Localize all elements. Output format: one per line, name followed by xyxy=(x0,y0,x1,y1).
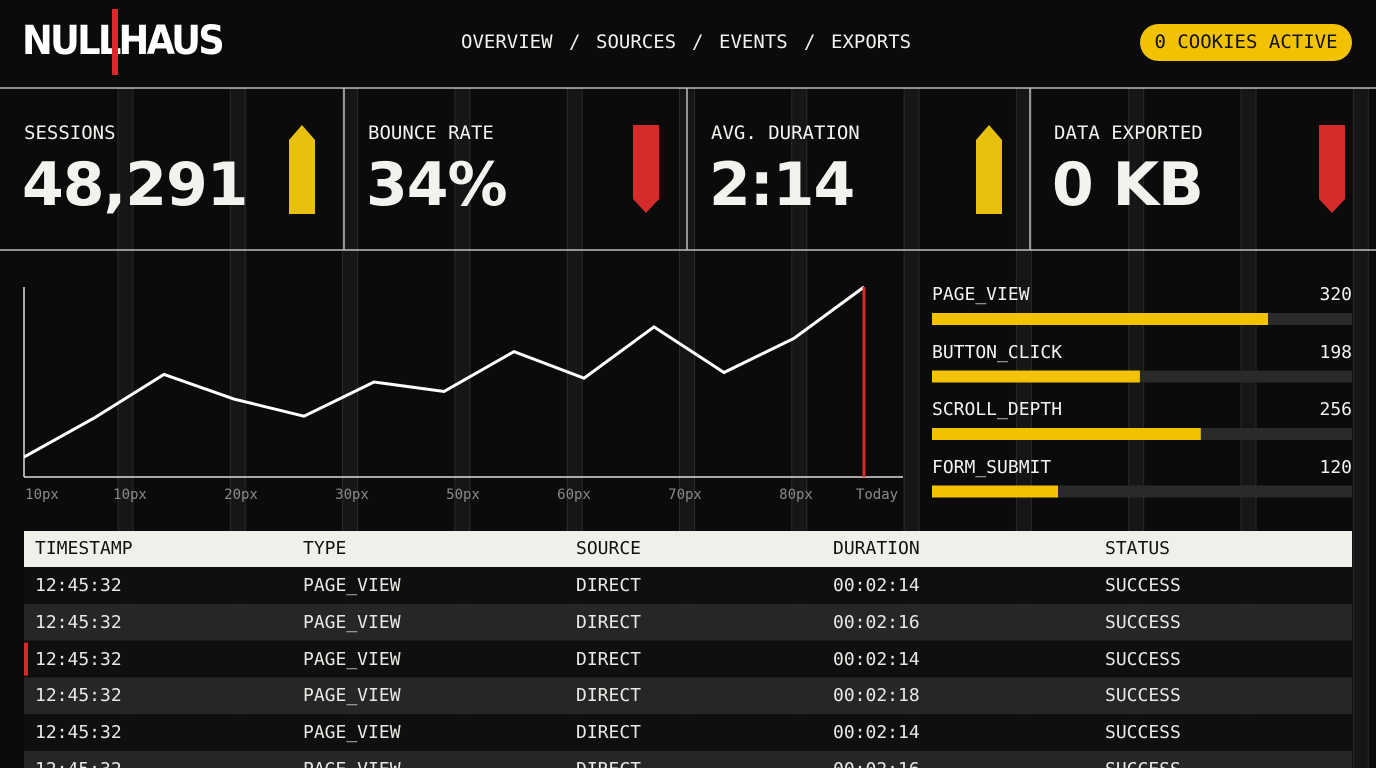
table-cell: PAGE_VIEW xyxy=(303,648,401,670)
kpi-value: 0 KB xyxy=(1052,150,1204,220)
table-cell: 00:02:16 xyxy=(833,759,920,768)
table-cell: SUCCESS xyxy=(1105,611,1181,633)
table-cell: 00:02:14 xyxy=(833,575,920,596)
kpi-value: 2:14 xyxy=(709,150,855,220)
x-tick-label: 60px xyxy=(557,487,591,503)
table-row xyxy=(24,714,1352,751)
bar xyxy=(932,370,1140,383)
trend-arrow xyxy=(633,125,659,213)
x-tick-label: Today xyxy=(856,487,898,503)
cookie-badge[interactable]: 0 COOKIES ACTIVE xyxy=(1140,24,1352,61)
table-cell: SUCCESS xyxy=(1105,648,1181,670)
table-cell: SUCCESS xyxy=(1105,759,1181,768)
table-cell: 12:45:32 xyxy=(35,575,122,596)
table-cell: 12:45:32 xyxy=(35,648,122,670)
nav-link[interactable]: SOURCES xyxy=(596,31,677,53)
x-tick-label: 10px xyxy=(25,487,59,503)
table-row xyxy=(24,751,1352,768)
table-row xyxy=(24,640,1352,678)
event-count: 198 xyxy=(1319,341,1352,363)
table-cell: PAGE_VIEW xyxy=(303,611,401,633)
table-header: SOURCE xyxy=(576,538,642,559)
trend-arrow xyxy=(289,125,315,214)
table-cell: SUCCESS xyxy=(1105,575,1181,596)
table-cell: 12:45:32 xyxy=(35,722,122,744)
event-label: PAGE_VIEW xyxy=(932,284,1030,305)
table-cell: PAGE_VIEW xyxy=(303,685,401,707)
logo-bar xyxy=(112,9,118,75)
x-tick-label: 20px xyxy=(224,487,258,503)
table-cell: SUCCESS xyxy=(1105,685,1181,707)
bar xyxy=(932,313,1268,325)
kpi-label: SESSIONS xyxy=(24,122,116,144)
table-cell: DIRECT xyxy=(576,685,642,707)
event-count: 320 xyxy=(1319,284,1352,305)
table-header-bg xyxy=(24,531,1352,567)
x-tick-label: 10px xyxy=(113,487,147,503)
stripe xyxy=(1353,88,1369,768)
table-header: TYPE xyxy=(303,538,347,559)
table-cell: 12:45:32 xyxy=(35,759,122,768)
line-series xyxy=(23,285,865,459)
bar xyxy=(932,428,1201,440)
table-cell: DIRECT xyxy=(576,575,642,596)
logo: NULLHAUS xyxy=(22,18,225,64)
table-cell: 00:02:18 xyxy=(833,685,920,707)
kpi-value: 34% xyxy=(366,150,508,220)
x-tick-label: 50px xyxy=(446,487,480,503)
event-label: BUTTON_CLICK xyxy=(932,341,1063,363)
table-row xyxy=(24,603,1352,641)
table-header: STATUS xyxy=(1105,538,1171,559)
table-cell: DIRECT xyxy=(576,722,642,744)
table-header: TIMESTAMP xyxy=(35,538,133,559)
nav-link[interactable]: OVERVIEW xyxy=(461,31,553,53)
trend-arrow xyxy=(976,125,1002,214)
x-tick-label: 80px xyxy=(779,487,813,503)
nav-link[interactable]: EXPORTS xyxy=(831,31,912,53)
nav-link[interactable]: EVENTS xyxy=(719,31,788,53)
nav-separator: / xyxy=(804,31,816,53)
table-cell: PAGE_VIEW xyxy=(303,575,401,596)
bar xyxy=(932,485,1058,498)
event-label: FORM_SUBMIT xyxy=(932,456,1052,478)
event-count: 256 xyxy=(1319,399,1352,420)
table-cell: PAGE_VIEW xyxy=(303,759,401,768)
kpi-label: AVG. DURATION xyxy=(711,122,860,144)
x-tick-label: 70px xyxy=(668,487,702,503)
table-cell: 00:02:16 xyxy=(833,611,920,633)
table-cell: PAGE_VIEW xyxy=(303,722,401,744)
table-cell: SUCCESS xyxy=(1105,722,1181,744)
table-cell: 00:02:14 xyxy=(833,648,920,670)
kpi-label: DATA EXPORTED xyxy=(1054,122,1203,144)
x-tick-label: 30px xyxy=(335,487,369,503)
table-cell: 00:02:14 xyxy=(833,722,920,744)
table-cell: 12:45:32 xyxy=(35,685,122,707)
event-count: 120 xyxy=(1319,456,1352,478)
table-cell: DIRECT xyxy=(576,759,641,768)
kpi-label: BOUNCE RATE xyxy=(368,122,494,144)
table-cell: DIRECT xyxy=(576,611,642,633)
table-cell: DIRECT xyxy=(576,648,642,670)
nav-separator: / xyxy=(692,31,704,53)
table-cell: 12:45:32 xyxy=(35,611,122,633)
table-header: DURATION xyxy=(833,538,920,559)
table-row xyxy=(24,677,1352,715)
table-row xyxy=(24,567,1352,604)
kpi-value: 48,291 xyxy=(22,150,249,220)
row-highlight xyxy=(24,642,28,676)
trend-arrow xyxy=(1319,125,1345,213)
nav-separator: / xyxy=(569,31,581,53)
event-label: SCROLL_DEPTH xyxy=(932,399,1063,420)
